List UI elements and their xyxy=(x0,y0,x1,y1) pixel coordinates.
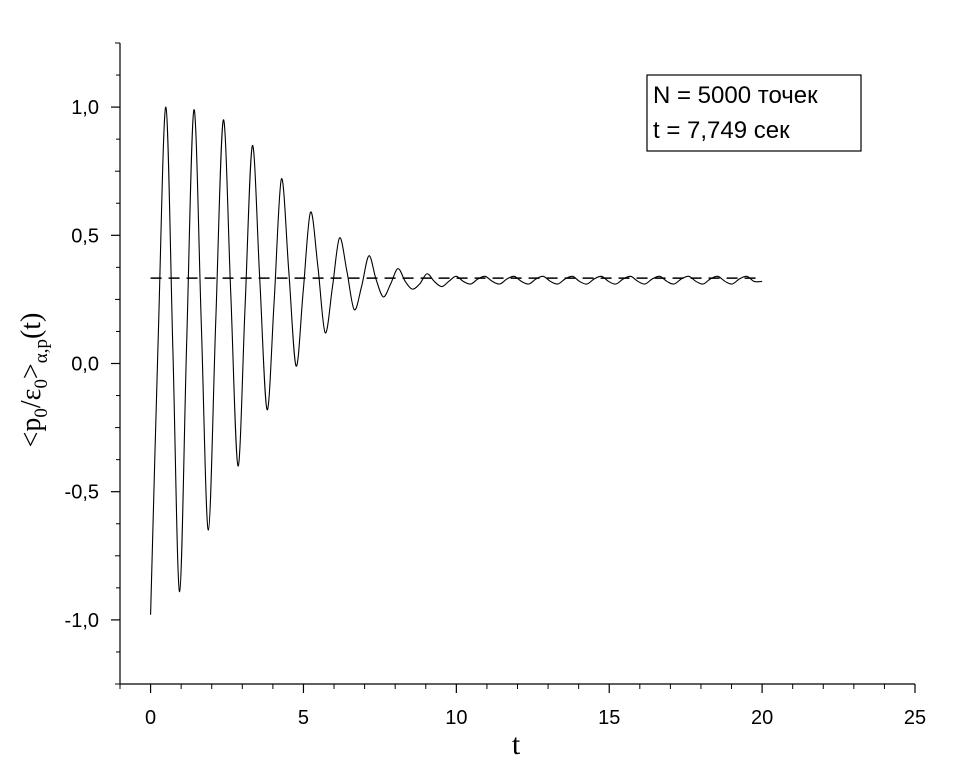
y-axis-ticks: 1,0 0,5 0,0 -0,5 -1,0 xyxy=(65,42,120,685)
x-tick-label: 20 xyxy=(751,707,773,729)
oscillation-series-line xyxy=(150,106,763,615)
x-axis-label: t xyxy=(512,728,521,761)
x-tick-label: 5 xyxy=(298,707,309,729)
y-label-sub-p: 0 xyxy=(31,408,52,418)
legend-box: N = 5000 точек t = 7,749 сек xyxy=(646,74,862,152)
x-axis-ticks: 0 5 10 15 20 25 xyxy=(119,684,926,729)
x-tick-label: 15 xyxy=(598,707,620,729)
y-label-close: > xyxy=(16,363,47,379)
x-tick-label: 0 xyxy=(145,707,156,729)
y-tick-label: 1,0 xyxy=(71,97,99,119)
legend-line-time: t = 7,749 сек xyxy=(653,117,790,144)
legend-line-n-points: N = 5000 точек xyxy=(653,82,818,109)
legend-frame xyxy=(646,74,862,152)
y-label-sub-alpha: α,p xyxy=(31,339,52,363)
y-tick-label: 0,5 xyxy=(71,225,99,247)
y-tick-label: 0,0 xyxy=(71,354,99,376)
y-label-mid: /ε xyxy=(16,389,47,409)
x-tick-label: 10 xyxy=(445,707,467,729)
x-tick-label: 25 xyxy=(904,707,926,729)
y-label-base: <p xyxy=(16,418,47,448)
series-layer xyxy=(150,106,763,615)
y-label-tail: (t) xyxy=(16,313,47,339)
y-tick-label: -0,5 xyxy=(65,482,99,504)
y-axis-label: <p0/ε0>α,p(t) xyxy=(16,313,52,448)
y-tick-label: -1,0 xyxy=(65,610,99,632)
y-label-sub-eps: 0 xyxy=(31,379,52,389)
